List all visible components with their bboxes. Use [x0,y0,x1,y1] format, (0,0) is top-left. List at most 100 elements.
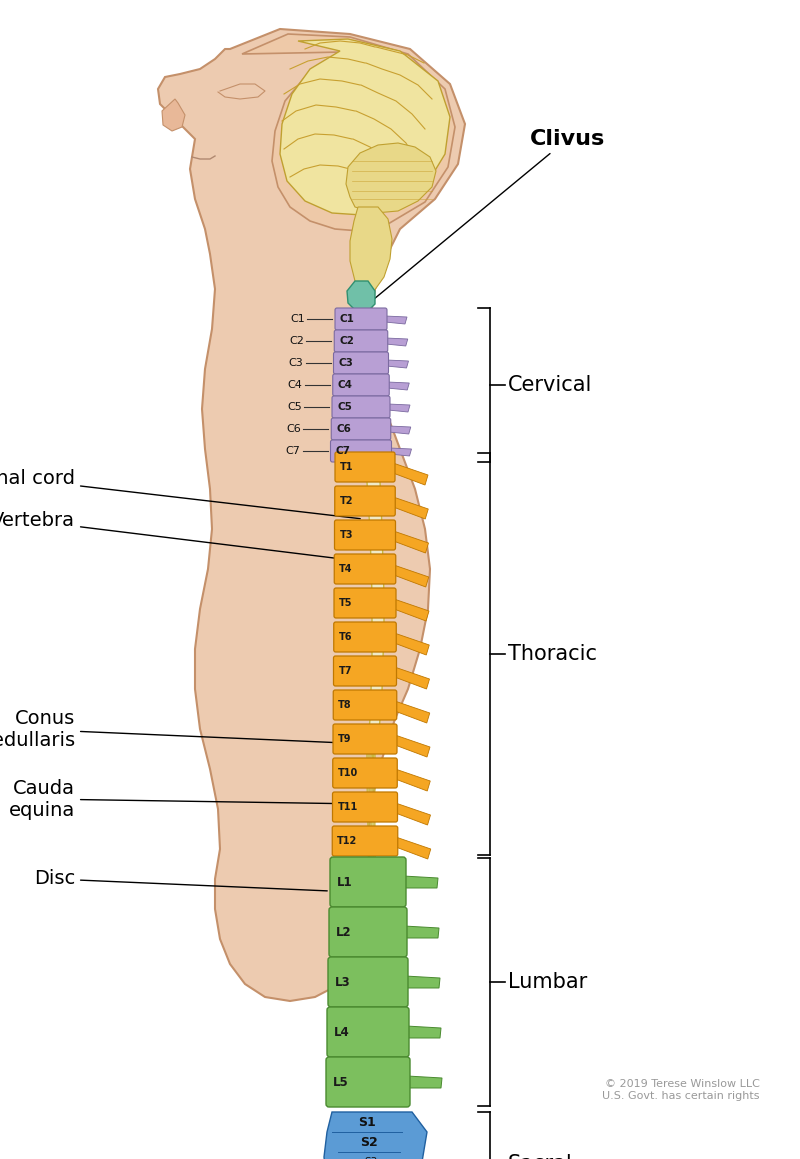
Polygon shape [394,497,428,519]
Polygon shape [388,404,410,411]
FancyBboxPatch shape [334,554,396,584]
Text: T12: T12 [338,836,358,846]
Text: C2: C2 [290,336,304,347]
Text: Lumbar: Lumbar [508,972,587,992]
Polygon shape [395,735,430,757]
Text: S2: S2 [360,1136,378,1149]
FancyBboxPatch shape [335,452,395,482]
Text: Vertebra: Vertebra [0,511,339,559]
Text: Sacral: Sacral [508,1154,573,1159]
Polygon shape [386,360,409,369]
Polygon shape [407,1076,442,1088]
Text: Spinal cord: Spinal cord [0,469,360,519]
FancyBboxPatch shape [332,1003,404,1011]
Polygon shape [396,837,430,859]
FancyBboxPatch shape [329,907,407,957]
Text: C7: C7 [335,446,350,455]
Text: S1: S1 [358,1115,376,1129]
Text: Conus
medullaris: Conus medullaris [0,708,366,750]
Polygon shape [406,1026,441,1038]
Text: T8: T8 [338,700,352,710]
Polygon shape [324,1111,427,1159]
Polygon shape [390,449,411,455]
FancyBboxPatch shape [334,903,402,911]
FancyBboxPatch shape [334,520,395,551]
FancyBboxPatch shape [334,622,396,653]
Polygon shape [355,311,384,744]
Text: T3: T3 [339,530,353,540]
Polygon shape [394,564,429,586]
Text: C6: C6 [286,424,302,433]
Polygon shape [394,633,430,655]
Text: C3: C3 [338,358,354,369]
Text: C1: C1 [340,314,355,325]
FancyBboxPatch shape [330,857,406,907]
FancyBboxPatch shape [326,1057,410,1107]
FancyBboxPatch shape [327,1007,409,1057]
Text: T2: T2 [340,496,354,506]
Polygon shape [395,770,430,790]
Text: C1: C1 [290,314,305,325]
Text: T4: T4 [339,564,353,574]
Text: S3: S3 [364,1157,378,1159]
Polygon shape [242,34,455,231]
FancyBboxPatch shape [333,792,398,822]
Polygon shape [158,29,465,1001]
Text: C5: C5 [337,402,352,411]
FancyBboxPatch shape [334,690,397,720]
Text: © 2019 Terese Winslow LLC
U.S. Govt. has certain rights: © 2019 Terese Winslow LLC U.S. Govt. has… [602,1079,760,1101]
Text: C5: C5 [287,402,302,411]
Polygon shape [403,876,438,888]
Text: Cervical: Cervical [508,376,592,395]
Text: T11: T11 [338,802,358,812]
FancyBboxPatch shape [335,308,387,330]
Polygon shape [394,599,429,621]
FancyBboxPatch shape [332,396,390,418]
Text: C2: C2 [339,336,354,347]
Text: T5: T5 [339,598,353,608]
FancyBboxPatch shape [334,330,388,352]
Text: C4: C4 [288,380,302,389]
Text: T1: T1 [340,462,354,472]
Polygon shape [387,382,410,389]
Polygon shape [404,926,439,938]
Polygon shape [394,666,430,688]
Text: Clivus: Clivus [370,129,606,302]
FancyBboxPatch shape [331,1054,405,1060]
Text: Cauda
equina: Cauda equina [9,779,362,819]
Polygon shape [394,531,429,553]
Text: C7: C7 [286,446,301,455]
Text: Thoracic: Thoracic [508,644,597,664]
FancyBboxPatch shape [334,588,396,618]
Polygon shape [162,99,185,131]
Text: C3: C3 [289,358,303,369]
Polygon shape [393,462,428,484]
Text: T7: T7 [338,666,352,676]
Polygon shape [280,39,450,216]
Text: T9: T9 [338,734,351,744]
FancyBboxPatch shape [331,418,390,440]
FancyBboxPatch shape [332,826,398,857]
FancyBboxPatch shape [334,486,395,516]
Text: C4: C4 [338,380,353,389]
Polygon shape [385,316,407,325]
Polygon shape [395,803,430,825]
FancyBboxPatch shape [328,957,408,1007]
Polygon shape [394,701,430,723]
Text: T6: T6 [338,632,352,642]
Text: L4: L4 [334,1026,350,1038]
FancyBboxPatch shape [330,440,391,462]
Text: T10: T10 [338,768,358,778]
Text: L1: L1 [337,875,353,889]
FancyBboxPatch shape [333,758,398,788]
Polygon shape [368,739,378,759]
Polygon shape [386,338,408,347]
FancyBboxPatch shape [333,724,397,755]
Text: C6: C6 [336,424,351,433]
Text: L5: L5 [333,1076,349,1088]
Polygon shape [347,280,375,311]
FancyBboxPatch shape [334,656,397,686]
Polygon shape [405,976,440,987]
FancyBboxPatch shape [333,374,390,396]
FancyBboxPatch shape [333,953,403,961]
